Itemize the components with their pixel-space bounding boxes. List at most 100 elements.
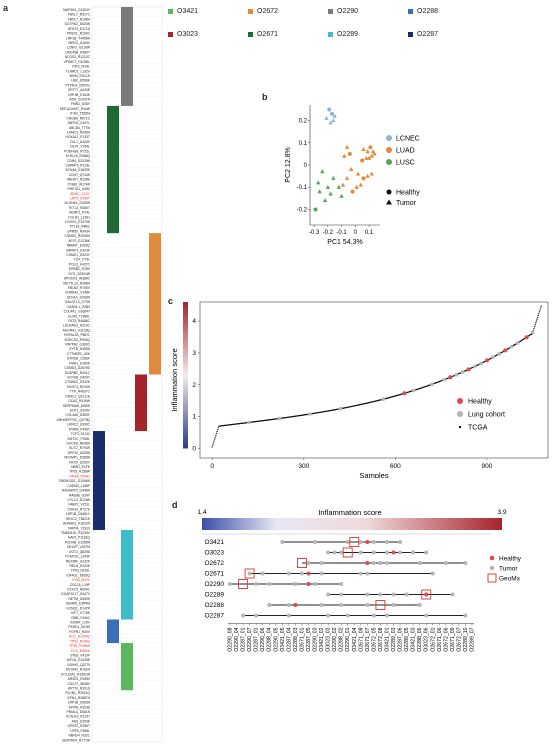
tumor-point <box>319 571 324 576</box>
legend-label-lcnec: LCNEC <box>396 136 420 143</box>
row-label: O2290 <box>204 581 224 588</box>
legend-swatch <box>248 9 253 14</box>
gene-label: CADM3_L348F <box>67 484 90 488</box>
x-tick-label: O2672_06 <box>443 627 449 651</box>
tumor-point <box>463 561 468 565</box>
chart-title: Inflammation score <box>318 508 381 517</box>
tumor-point <box>384 613 389 618</box>
gene-label: KMT2C_P335L <box>67 437 90 441</box>
legend-label: O2672 <box>257 8 279 15</box>
tcga-point <box>536 318 538 320</box>
row-label: O2288 <box>204 602 224 609</box>
x-tick-label: -0.2 <box>323 230 334 236</box>
gene-label: LRP5_A769T <box>70 196 90 200</box>
gene-label: UBC_E596K <box>71 79 90 83</box>
legend-label-lusc: LUSC <box>396 160 415 167</box>
gene-label: TP53_R158W <box>69 644 91 648</box>
tcga-point <box>535 322 537 324</box>
tcga-point <box>540 305 542 307</box>
pca-point <box>336 184 342 189</box>
tumor-point <box>286 571 291 576</box>
tcga-point <box>217 428 219 431</box>
x-tick-label: 0 <box>210 463 214 470</box>
tumor-point <box>417 603 422 607</box>
legend-label-healthy: Healthy <box>396 190 420 197</box>
tumor-point <box>371 613 376 618</box>
tumor-point <box>391 592 396 597</box>
legend-label: O3421 <box>177 8 199 15</box>
x-tick-label: 300 <box>298 463 309 470</box>
tcga-point <box>215 432 218 435</box>
cohort-point <box>430 382 434 387</box>
tumor-point <box>280 540 285 544</box>
legend-swatch <box>328 32 333 37</box>
gene-label: SORCS2_P902Q <box>64 338 90 342</box>
gene-label: METTL13_R398H <box>63 281 90 285</box>
gene-label: FOLH1_L1961 <box>68 215 90 219</box>
healthy-point <box>293 603 298 607</box>
gene-label: HSPA12A_P867L <box>64 333 90 337</box>
gene-label: NETM_G459S <box>69 597 91 601</box>
x-tick-label: O2288_03 <box>293 627 299 651</box>
cohort-point <box>381 397 385 402</box>
legend-swatch <box>168 32 173 37</box>
gene-label: TCF3_S12J2 <box>71 432 91 436</box>
gene-label: PTL18_R4BC <box>70 225 91 229</box>
legend-label-luad: LUAD <box>396 148 415 155</box>
gene-label: TKTL2_R280T <box>68 206 90 210</box>
geomx-marker <box>421 589 432 600</box>
x-tick-label: O2289_07 <box>470 627 476 651</box>
gene-label: CDH7_Q744S <box>69 173 91 177</box>
gene-label: MYPB_R1638 <box>69 705 90 709</box>
gene-label: RBM4T_E302Q <box>67 244 91 248</box>
row-label: O2672 <box>204 560 224 567</box>
gene-label: ERBB2_R78H <box>69 267 91 271</box>
tcga-point <box>212 444 214 446</box>
legend-label-tumor: Tumor <box>396 200 417 207</box>
cohort-point <box>530 330 535 335</box>
gene-label: FBXL7_R317C <box>68 13 91 17</box>
tumor-point <box>299 571 304 576</box>
healthy-point <box>448 375 453 380</box>
x-tick-label: O3421_04 <box>352 627 358 651</box>
gene-label: USHH2_Q2275 <box>67 663 90 667</box>
healthy-point <box>402 391 407 396</box>
legend-item-o2290: O2290 <box>328 8 358 15</box>
gene-label: CDC27_S838V <box>67 682 90 686</box>
tumor-point <box>358 540 363 544</box>
pca-point <box>358 182 363 187</box>
gene-label: RASGRP3_G446N <box>62 489 91 493</box>
inflammation-ranking-plot: 0 1 2 3 4 0 300 600 900 Samples Inflammation score… <box>170 301 549 478</box>
healthy-point <box>365 540 370 544</box>
healthy-point <box>306 582 311 586</box>
healthy-point <box>484 358 489 363</box>
x-tick-label: O2287_06 <box>398 627 404 651</box>
gene-label: ARSS1_R1890 <box>68 677 91 681</box>
gene-label: PREX1_R193C <box>67 32 91 36</box>
gene-label: TP53_R116L <box>71 569 90 573</box>
x-tick-label: O2290_07 <box>247 627 253 651</box>
tcga-point <box>216 430 218 433</box>
pca-point <box>332 113 337 118</box>
row-label: O3421 <box>204 539 224 546</box>
x-tick-label: O2288_02 <box>339 627 345 651</box>
tumor-point <box>326 550 331 555</box>
gene-label: PKHD1_I819N <box>68 625 90 629</box>
gene-label: CXXC5_R604C <box>67 588 91 592</box>
gene-label: CSMD2_R2059H <box>65 234 91 238</box>
legend-marker-healthy <box>489 555 495 561</box>
cohort-point <box>472 364 477 369</box>
gene-label: HOXA12_P133T <box>65 135 90 139</box>
gene-label: DOCK6_R636H <box>67 441 91 445</box>
x-tick-label: O2671_07 <box>365 627 371 651</box>
gene-label: EVI5_I602V <box>72 578 90 582</box>
x-tick-label: O2288_04 <box>267 627 273 651</box>
tumor-point <box>332 550 337 555</box>
gene-label: PAIP8_P3391 <box>70 474 91 478</box>
legend-swatch <box>408 32 413 37</box>
gene-label: FGFR1_R30V <box>69 630 91 634</box>
legend-marker-healthy <box>386 189 392 195</box>
gene-label: TOX_P76L <box>74 258 90 262</box>
gene-label: ABCB4_T775I <box>69 126 90 130</box>
tumor-point <box>365 592 370 597</box>
